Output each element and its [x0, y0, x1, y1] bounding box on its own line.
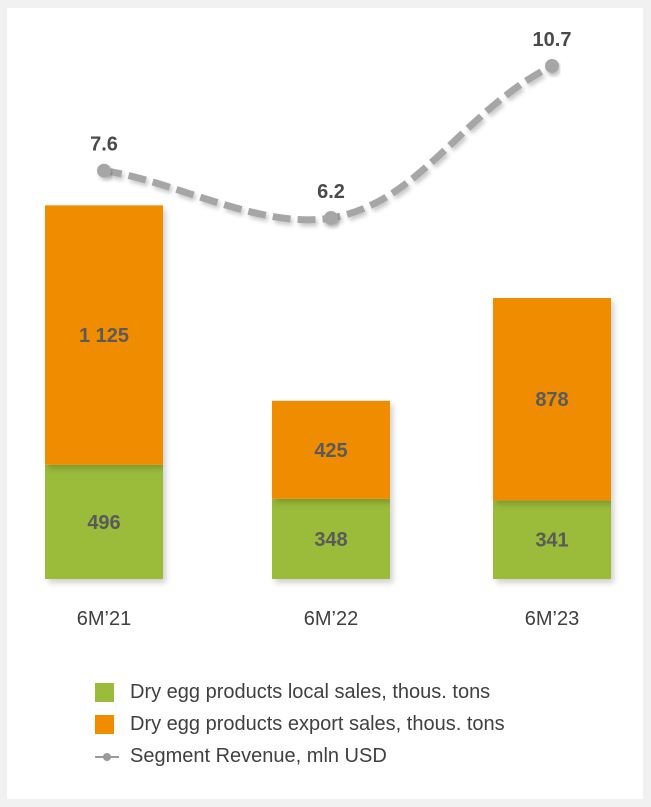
legend-item-local-sales: Dry egg products local sales, thous. ton… — [95, 676, 505, 708]
chart-plot: 496 1 125 6M’21 348 425 6M’22 341 878 6M’23 7.6 6.… — [45, 29, 611, 630]
legend-item-segment-revenue: Segment Revenue, mln USD — [95, 740, 505, 772]
x-tick-label-2: 6M’22 — [304, 608, 358, 630]
chart-card: 496 1 125 6M’21 348 425 6M’22 341 878 6M’23 7.6 6.… — [7, 8, 643, 799]
legend-swatch-local-sales — [95, 682, 114, 702]
legend-label-local-sales: Dry egg products local sales, thous. ton… — [130, 680, 491, 703]
data-label-export-sales-2: 425 — [314, 440, 347, 462]
data-label-local-sales-2: 348 — [314, 529, 347, 551]
legend-label-export-sales: Dry egg products export sales, thous. to… — [130, 712, 505, 735]
bar-export-sales-1 — [45, 205, 163, 465]
bar-local-sales-3 — [493, 500, 611, 579]
legend-swatch-export-sales — [95, 714, 114, 734]
data-label-revenue-3: 10.7 — [533, 29, 572, 51]
data-label-export-sales-1: 1 125 — [79, 325, 129, 347]
legend: Dry egg products local sales, thous. ton… — [95, 676, 505, 772]
data-label-local-sales-1: 496 — [87, 512, 120, 534]
line-marker-icon — [95, 747, 119, 766]
data-label-revenue-2: 6.2 — [317, 181, 345, 203]
revenue-point-3 — [545, 59, 559, 73]
data-label-export-sales-3: 878 — [535, 389, 568, 411]
bar-local-sales-1 — [45, 464, 163, 579]
x-tick-label-1: 6M’21 — [77, 608, 131, 630]
bar-local-sales-2 — [272, 498, 390, 579]
x-tick-label-3: 6M’23 — [525, 608, 579, 630]
data-label-revenue-1: 7.6 — [90, 134, 118, 156]
revenue-point-2 — [324, 211, 338, 225]
data-label-local-sales-3: 341 — [535, 530, 568, 552]
legend-label-segment-revenue: Segment Revenue, mln USD — [130, 744, 387, 767]
legend-item-export-sales: Dry egg products export sales, thous. to… — [95, 708, 505, 740]
revenue-point-1 — [97, 163, 111, 178]
bar-export-sales-2 — [272, 400, 390, 499]
bar-export-sales-3 — [493, 298, 611, 501]
